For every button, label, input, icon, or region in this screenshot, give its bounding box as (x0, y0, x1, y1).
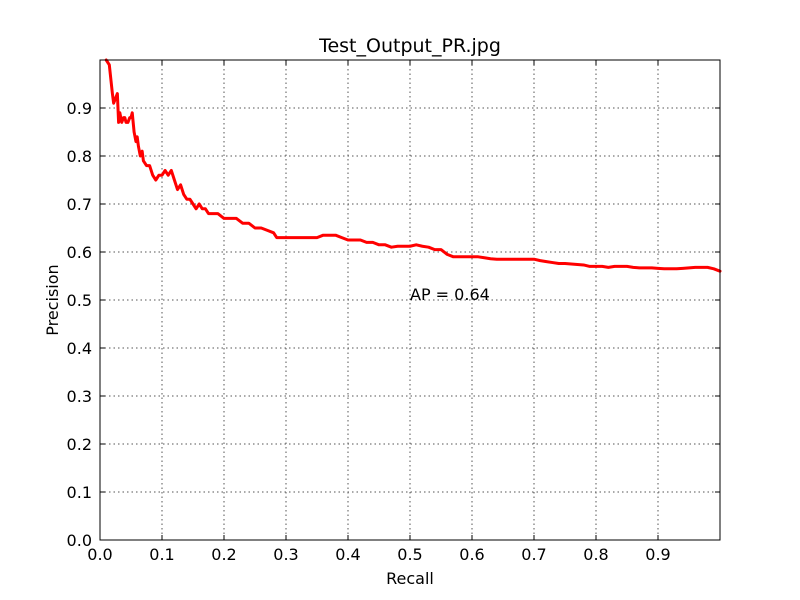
y-tick-label: 0.6 (67, 243, 92, 262)
y-tick-label: 0.1 (67, 483, 92, 502)
y-tick-label: 0.3 (67, 387, 92, 406)
y-tick-label: 0.0 (67, 531, 92, 550)
x-tick-label: 0.0 (87, 545, 112, 564)
y-tick-label: 0.2 (67, 435, 92, 454)
x-tick-label: 0.9 (645, 545, 670, 564)
x-tick-label: 0.1 (149, 545, 174, 564)
y-tick-label: 0.9 (67, 99, 92, 118)
x-tick-label: 0.5 (397, 545, 422, 564)
tick-labels: 0.0 0.1 0.2 0.3 0.4 0.5 0.6 0.7 0.8 0.9 0.0 0.1 0.2 0… (67, 99, 671, 564)
x-axis-label: Recall (386, 569, 434, 588)
grid-lines (100, 60, 720, 540)
x-tick-label: 0.7 (521, 545, 546, 564)
chart-title: Test_Output_PR.jpg (318, 35, 501, 57)
y-tick-label: 0.4 (67, 339, 92, 358)
y-axis-label: Precision (43, 264, 62, 335)
y-tick-label: 0.5 (67, 291, 92, 310)
x-tick-label: 0.4 (335, 545, 360, 564)
y-tick-label: 0.8 (67, 147, 92, 166)
x-tick-label: 0.6 (459, 545, 484, 564)
x-tick-label: 0.3 (273, 545, 298, 564)
pr-curve-series-0 (104, 58, 722, 273)
ap-annotation: AP = 0.64 (410, 285, 490, 304)
plot-frame (99, 59, 721, 541)
x-tick-label: 0.8 (583, 545, 608, 564)
curve-group (104, 58, 722, 273)
x-tick-label: 0.2 (211, 545, 236, 564)
y-tick-label: 0.7 (67, 195, 92, 214)
